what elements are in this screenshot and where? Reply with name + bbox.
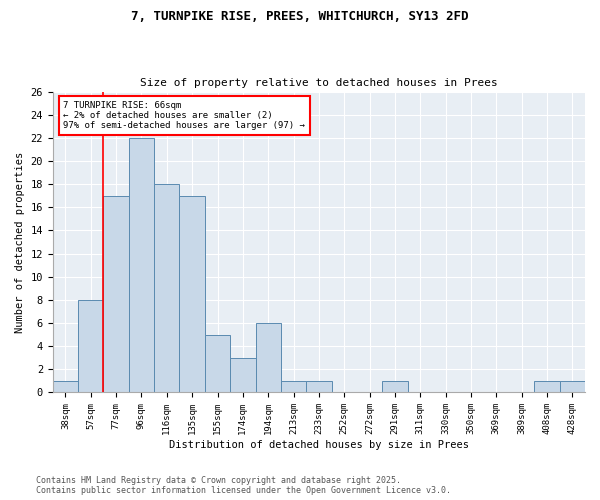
Text: 7 TURNPIKE RISE: 66sqm
← 2% of detached houses are smaller (2)
97% of semi-detac: 7 TURNPIKE RISE: 66sqm ← 2% of detached … [64,100,305,130]
X-axis label: Distribution of detached houses by size in Prees: Distribution of detached houses by size … [169,440,469,450]
Title: Size of property relative to detached houses in Prees: Size of property relative to detached ho… [140,78,498,88]
Y-axis label: Number of detached properties: Number of detached properties [15,152,25,332]
Bar [535,381,560,392]
Bar [179,196,205,392]
Bar [560,381,585,392]
Text: Contains HM Land Registry data © Crown copyright and database right 2025.
Contai: Contains HM Land Registry data © Crown c… [36,476,451,495]
Bar [256,323,281,392]
Bar [78,300,103,392]
Text: 7, TURNPIKE RISE, PREES, WHITCHURCH, SY13 2FD: 7, TURNPIKE RISE, PREES, WHITCHURCH, SY1… [131,10,469,23]
Bar [281,381,306,392]
Bar [230,358,256,392]
Bar [53,381,78,392]
Bar [103,196,129,392]
Bar [154,184,179,392]
Bar [205,334,230,392]
Bar [382,381,407,392]
Bar [129,138,154,392]
Bar [306,381,332,392]
